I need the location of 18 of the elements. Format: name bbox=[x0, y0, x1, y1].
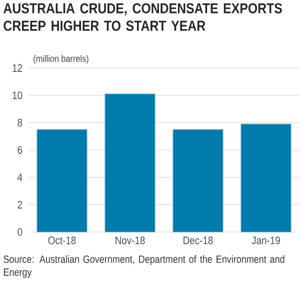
x-tick-label: Dec-18 bbox=[184, 236, 213, 244]
bar bbox=[240, 124, 292, 232]
y-tick-label: 2 bbox=[18, 200, 22, 208]
x-tick-label: Oct-18 bbox=[48, 236, 76, 244]
y-tick-label: 4 bbox=[17, 174, 22, 182]
x-tick-label: Nov-18 bbox=[116, 236, 145, 244]
chart-title: AUSTRALIA CRUDE, CONDENSATE EXPORTS CREEP HIGHER TO START YEAR bbox=[4, 3, 282, 31]
bar bbox=[104, 94, 156, 232]
x-tick-label: Jan-19 bbox=[252, 236, 280, 244]
bar bbox=[36, 129, 88, 232]
y-tick-label: 10 bbox=[12, 91, 22, 100]
bar bbox=[172, 129, 224, 232]
source-note: Source: Australian Government, Department of the Environment and Energy bbox=[4, 255, 284, 278]
y-tick-label: 6 bbox=[18, 146, 22, 154]
y-tick-label: 12 bbox=[12, 64, 22, 72]
y-tick-label: 8 bbox=[18, 118, 22, 127]
y-tick-label: 0 bbox=[18, 228, 22, 236]
y-axis-title: (million barrels) bbox=[34, 54, 88, 64]
